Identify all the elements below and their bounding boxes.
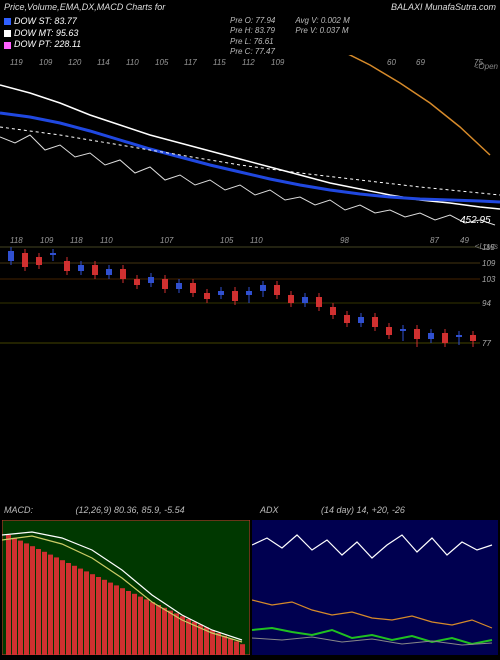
line-chart-panel: 119109120114110105117115112109606975452.… [0, 55, 500, 230]
legend-text: DOW PT: 228.11 [14, 39, 81, 51]
svg-text:112: 112 [242, 58, 255, 67]
info-cell: Pre O: 77.94 [230, 16, 275, 26]
candle-chart-panel: 1181091181101071051109887491151091039477 [0, 235, 500, 355]
svg-text:110: 110 [250, 236, 263, 245]
legend-swatch [4, 30, 11, 37]
title-right: BALAXI MunafaSutra.com [391, 2, 496, 12]
legend-item: DOW ST: 83.77 [4, 16, 81, 28]
svg-text:77: 77 [482, 339, 491, 348]
svg-text:60: 60 [387, 58, 396, 67]
svg-text:94: 94 [482, 299, 491, 308]
svg-text:105: 105 [155, 58, 169, 67]
legend-text: DOW ST: 83.77 [14, 16, 77, 28]
lows-label: <Lows [475, 242, 498, 251]
macd-panel [2, 520, 250, 655]
info-cell: Avg V: 0.002 M [295, 16, 349, 26]
legend-item: DOW MT: 95.63 [4, 28, 81, 40]
chart-header: Price,Volume,EMA,DX,MACD Charts for BALA… [4, 2, 496, 12]
legend-swatch [4, 18, 11, 25]
svg-text:98: 98 [340, 236, 349, 245]
svg-text:49: 49 [460, 236, 469, 245]
info-cell: Pre H: 83.79 [230, 26, 275, 36]
svg-text:87: 87 [430, 236, 439, 245]
svg-text:120: 120 [68, 58, 82, 67]
svg-text:119: 119 [10, 58, 23, 67]
svg-text:118: 118 [10, 236, 23, 245]
legend-item: DOW PT: 228.11 [4, 39, 81, 51]
adx-label: ADX (14 day) 14, +20, -26 [260, 505, 405, 515]
svg-text:117: 117 [184, 58, 197, 67]
svg-text:109: 109 [40, 236, 54, 245]
legend-swatch [4, 42, 11, 49]
svg-text:109: 109 [39, 58, 53, 67]
svg-text:69: 69 [416, 58, 425, 67]
svg-text:109: 109 [482, 259, 496, 268]
info-block: Pre O: 77.94Avg V: 0.002 MPre H: 83.79Pr… [230, 16, 350, 58]
svg-text:103: 103 [482, 275, 496, 284]
svg-text:118: 118 [70, 236, 83, 245]
info-cell [295, 37, 349, 47]
svg-text:110: 110 [126, 58, 139, 67]
svg-text:105: 105 [220, 236, 234, 245]
info-cell: Pre L: 76.61 [230, 37, 275, 47]
macd-label: MACD: (12,26,9) 80.36, 85.9, -5.54 [4, 505, 185, 515]
legend-text: DOW MT: 95.63 [14, 28, 78, 40]
legend: DOW ST: 83.77DOW MT: 95.63DOW PT: 228.11 [4, 16, 81, 51]
svg-text:115: 115 [213, 58, 226, 67]
adx-panel [252, 520, 498, 655]
svg-text:107: 107 [160, 236, 174, 245]
svg-text:452.95: 452.95 [460, 215, 491, 226]
open-label: <Open [474, 62, 498, 71]
svg-text:110: 110 [100, 236, 113, 245]
title-left: Price,Volume,EMA,DX,MACD Charts for [4, 2, 165, 12]
svg-text:114: 114 [97, 58, 110, 67]
svg-text:109: 109 [271, 58, 285, 67]
info-cell: Pre V: 0.037 M [295, 26, 349, 36]
